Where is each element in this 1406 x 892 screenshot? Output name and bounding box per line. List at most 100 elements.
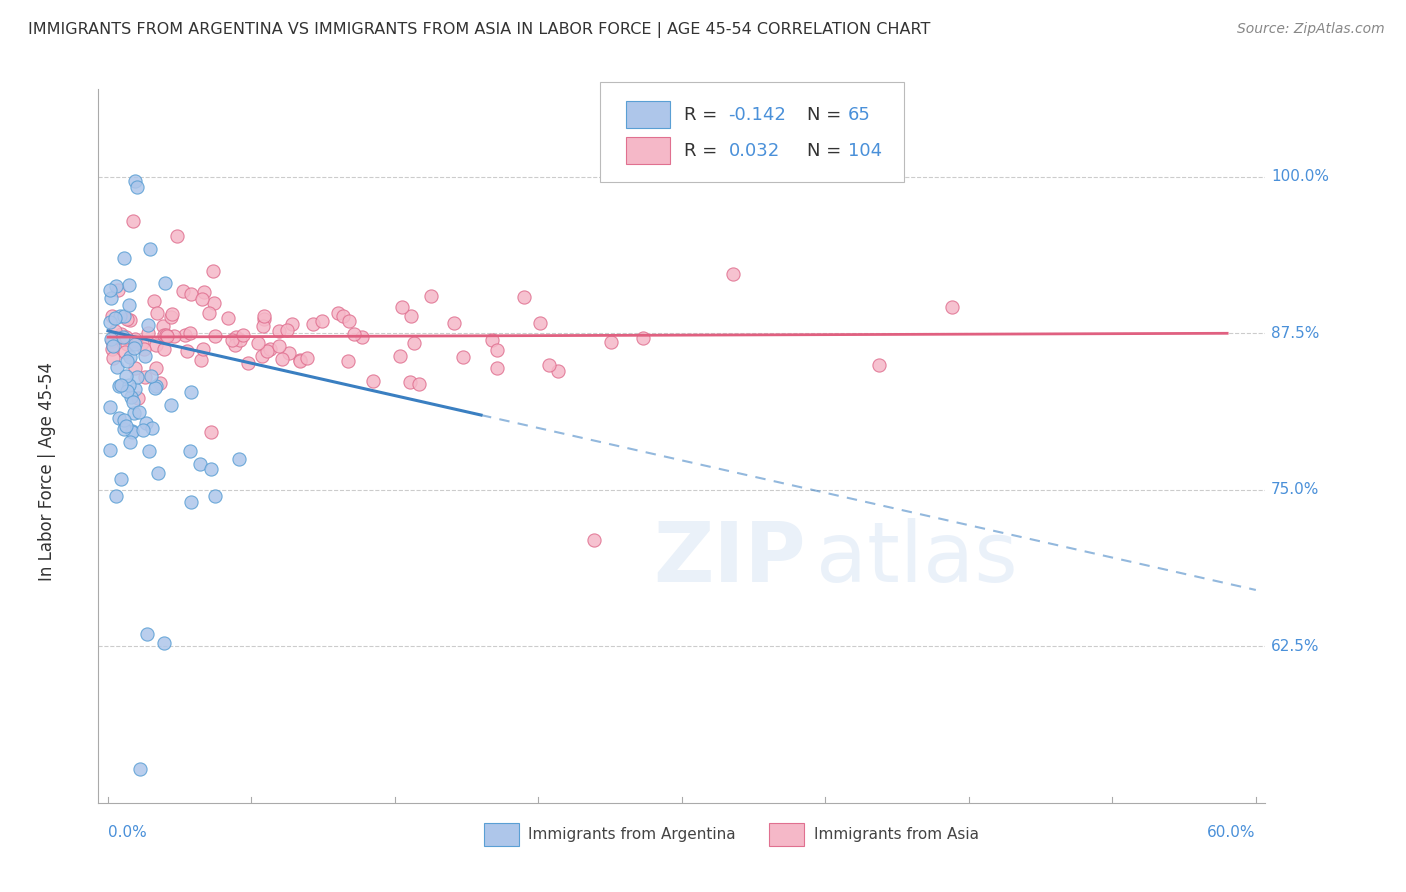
Point xyxy=(114,422,136,436)
Point xyxy=(101,342,124,356)
Point xyxy=(156,328,179,343)
Point xyxy=(391,300,413,314)
Point xyxy=(105,359,128,374)
Point xyxy=(124,361,146,376)
Point xyxy=(118,278,141,293)
Point xyxy=(124,336,146,351)
Text: Immigrants from Argentina: Immigrants from Argentina xyxy=(527,828,735,842)
Point xyxy=(193,285,215,300)
Point xyxy=(143,381,166,395)
Point xyxy=(108,309,131,323)
Text: 60.0%: 60.0% xyxy=(1208,825,1256,840)
Point xyxy=(302,318,325,332)
Point xyxy=(107,283,129,297)
Point xyxy=(121,424,143,438)
Text: 75.0%: 75.0% xyxy=(1271,483,1319,498)
Point xyxy=(451,350,474,364)
Point xyxy=(132,342,155,356)
Point xyxy=(202,296,225,310)
Point xyxy=(121,425,143,439)
Point xyxy=(139,369,162,384)
Point xyxy=(110,472,132,486)
Point xyxy=(180,384,202,399)
Point xyxy=(180,495,202,509)
Point xyxy=(131,335,153,350)
Point xyxy=(145,379,167,393)
Point xyxy=(142,293,165,308)
Point xyxy=(117,336,139,351)
Point xyxy=(120,434,142,449)
Point xyxy=(179,326,201,340)
Point xyxy=(343,327,366,342)
Point xyxy=(191,342,214,356)
Point xyxy=(135,416,157,430)
Point xyxy=(250,349,273,363)
Point xyxy=(204,328,226,343)
Point xyxy=(332,309,354,323)
Point xyxy=(486,361,509,376)
Point xyxy=(160,310,183,324)
Point xyxy=(238,356,260,370)
Point xyxy=(339,314,361,328)
Point xyxy=(188,457,211,471)
Point xyxy=(105,489,128,503)
Point xyxy=(98,315,121,329)
Point xyxy=(221,333,243,347)
Point xyxy=(122,341,145,355)
Point xyxy=(98,283,121,297)
Point xyxy=(232,327,254,342)
Point xyxy=(128,762,150,776)
Point xyxy=(290,352,312,367)
Point xyxy=(148,466,170,480)
Point xyxy=(125,179,148,194)
Point xyxy=(408,376,430,391)
Text: ZIP: ZIP xyxy=(654,518,806,599)
Point xyxy=(125,334,148,348)
Point xyxy=(145,360,167,375)
Point xyxy=(420,289,443,303)
Point xyxy=(104,324,127,338)
Point xyxy=(179,444,201,458)
Point xyxy=(108,330,131,344)
Point xyxy=(134,349,156,363)
Text: Source: ZipAtlas.com: Source: ZipAtlas.com xyxy=(1237,22,1385,37)
Text: -0.142: -0.142 xyxy=(728,106,786,124)
Point xyxy=(402,336,425,351)
Point xyxy=(443,316,465,330)
Point xyxy=(139,243,162,257)
Point xyxy=(174,327,197,342)
Point xyxy=(190,353,212,368)
Text: R =: R = xyxy=(685,106,723,124)
Point xyxy=(118,350,141,364)
Point xyxy=(229,334,252,348)
Point xyxy=(120,313,142,327)
Point xyxy=(180,287,202,301)
Point xyxy=(252,319,274,334)
Point xyxy=(172,284,194,298)
Point xyxy=(153,327,176,342)
Point xyxy=(124,332,146,346)
Point xyxy=(176,344,198,359)
Text: 87.5%: 87.5% xyxy=(1271,326,1319,341)
Point xyxy=(104,310,127,325)
Point xyxy=(110,378,132,392)
Point xyxy=(108,378,131,392)
Point xyxy=(162,328,184,343)
Point xyxy=(107,410,129,425)
Point xyxy=(191,292,214,306)
Point xyxy=(633,331,655,345)
Text: 104: 104 xyxy=(848,142,882,160)
Point xyxy=(326,305,349,319)
Text: N =: N = xyxy=(807,142,846,160)
Point xyxy=(399,375,422,389)
Point xyxy=(271,352,294,367)
Point xyxy=(399,309,422,323)
Point xyxy=(110,327,132,342)
FancyBboxPatch shape xyxy=(769,822,804,846)
Point xyxy=(200,425,222,440)
Point xyxy=(118,378,141,392)
Point xyxy=(228,452,250,467)
Point xyxy=(145,305,167,319)
Point xyxy=(160,307,183,321)
Point xyxy=(600,334,623,349)
